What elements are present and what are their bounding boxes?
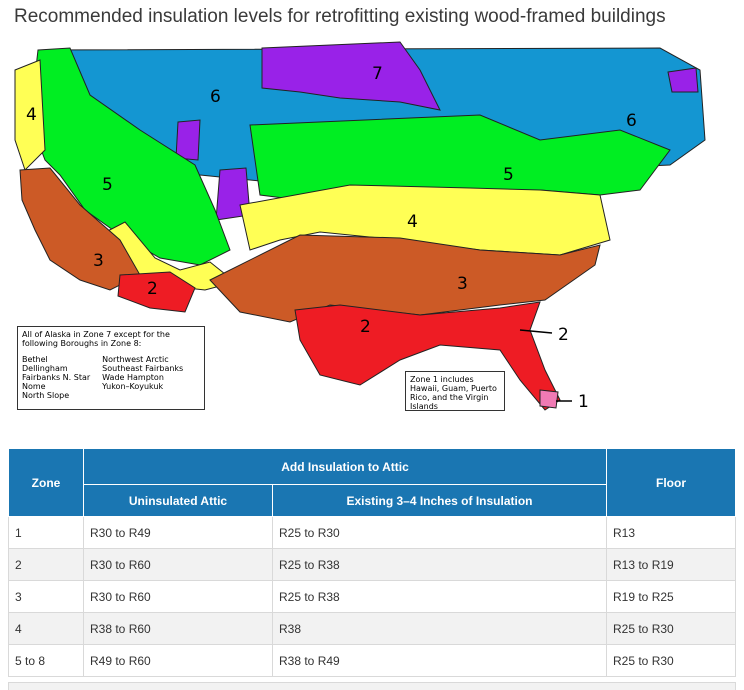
cell-zone: 2 bbox=[8, 548, 84, 581]
borough: Dellingham bbox=[22, 364, 68, 373]
cell-floor: R13 to R19 bbox=[606, 548, 736, 581]
cell-zone: 5 to 8 bbox=[8, 644, 84, 677]
cell-floor: R25 to R30 bbox=[606, 612, 736, 645]
header-zone: Zone bbox=[8, 448, 84, 517]
zone-label-5-east: 5 bbox=[503, 165, 514, 185]
zone-label-3-west: 3 bbox=[93, 251, 104, 271]
header-uninsulated: Uninsulated Attic bbox=[83, 484, 273, 517]
zone-3-west-region bbox=[19, 167, 141, 291]
cell-uninsulated: R38 to R60 bbox=[83, 612, 273, 645]
cell-existing: R25 to R38 bbox=[272, 580, 607, 613]
table-row: 2 R30 to R60 R25 to R38 R13 to R19 bbox=[8, 548, 736, 581]
zone-7-rockies-a bbox=[175, 119, 201, 161]
cell-uninsulated: R30 to R60 bbox=[83, 580, 273, 613]
insulation-table: Zone Add Insulation to Attic Floor Unins… bbox=[8, 448, 736, 677]
zone-7-ne-region bbox=[667, 67, 699, 93]
cell-zone: 3 bbox=[8, 580, 84, 613]
zone-2-gulf-region bbox=[294, 301, 561, 411]
table-footer-row bbox=[8, 682, 736, 690]
cell-floor: R19 to R25 bbox=[606, 580, 736, 613]
alaska-boroughs-col2: Northwest Arctic Southeast Fairbanks Wad… bbox=[102, 355, 183, 400]
zone-label-1-callout: 1 bbox=[578, 392, 589, 412]
borough: Bethel bbox=[22, 355, 48, 364]
header-floor: Floor bbox=[606, 448, 736, 517]
zone-7-region bbox=[261, 41, 441, 111]
table-row: 3 R30 to R60 R25 to R38 R19 to R25 bbox=[8, 580, 736, 613]
borough: North Slope bbox=[22, 391, 70, 400]
header-attic: Add Insulation to Attic bbox=[83, 448, 607, 485]
zone-2-callout-line bbox=[519, 329, 553, 334]
cell-uninsulated: R30 to R49 bbox=[83, 516, 273, 549]
borough: Yukon–Koyukuk bbox=[102, 382, 164, 391]
borough: Northwest Arctic bbox=[102, 355, 169, 364]
cell-zone: 4 bbox=[8, 612, 84, 645]
cell-floor: R25 to R30 bbox=[606, 644, 736, 677]
table-row: 1 R30 to R49 R25 to R30 R13 bbox=[8, 516, 736, 549]
cell-uninsulated: R30 to R60 bbox=[83, 548, 273, 581]
climate-zone-map: 7 6 6 4 5 5 4 3 3 2 2 2 1 bbox=[14, 41, 706, 412]
zone-label-5-west: 5 bbox=[102, 175, 113, 195]
zone-1-region bbox=[539, 389, 559, 409]
header-existing: Existing 3–4 Inches of Insulation bbox=[272, 484, 607, 517]
page-title: Recommended insulation levels for retrof… bbox=[14, 6, 666, 27]
zone-label-2-gulf: 2 bbox=[360, 317, 371, 337]
cell-existing: R38 bbox=[272, 612, 607, 645]
zone-label-6: 6 bbox=[210, 87, 221, 107]
borough: Wade Hampton bbox=[102, 373, 164, 382]
cell-existing: R25 to R30 bbox=[272, 516, 607, 549]
zone-label-3-south: 3 bbox=[457, 274, 468, 294]
borough: Fairbanks N. Star bbox=[22, 373, 91, 382]
cell-uninsulated: R49 to R60 bbox=[83, 644, 273, 677]
zone-4-pacific-region bbox=[14, 59, 46, 171]
table-row: 4 R38 to R60 R38 R25 to R30 bbox=[8, 612, 736, 645]
cell-floor: R13 bbox=[606, 516, 736, 549]
zone-label-7: 7 bbox=[372, 64, 383, 84]
alaska-note: All of Alaska in Zone 7 except for the f… bbox=[17, 326, 205, 410]
cell-existing: R38 to R49 bbox=[272, 644, 607, 677]
zone-label-4: 4 bbox=[407, 212, 418, 232]
alaska-note-intro: All of Alaska in Zone 7 except for the f… bbox=[22, 330, 170, 348]
cell-zone: 1 bbox=[8, 516, 84, 549]
borough: Nome bbox=[22, 382, 46, 391]
zone1-note: Zone 1 includes Hawaii, Guam, Puerto Ric… bbox=[405, 371, 505, 411]
zone-2-arizona-region bbox=[117, 271, 196, 313]
table-row: 5 to 8 R49 to R60 R38 to R49 R25 to R30 bbox=[8, 644, 736, 677]
cell-existing: R25 to R38 bbox=[272, 548, 607, 581]
zone-label-2-callout: 2 bbox=[558, 325, 569, 345]
zone-label-6-ne: 6 bbox=[626, 111, 637, 131]
zone-label-2-arizona: 2 bbox=[147, 279, 158, 299]
zone-label-4-pacific: 4 bbox=[26, 105, 37, 125]
alaska-boroughs-col1: Bethel Dellingham Fairbanks N. Star Nome… bbox=[22, 355, 90, 400]
borough: Southeast Fairbanks bbox=[102, 364, 184, 373]
